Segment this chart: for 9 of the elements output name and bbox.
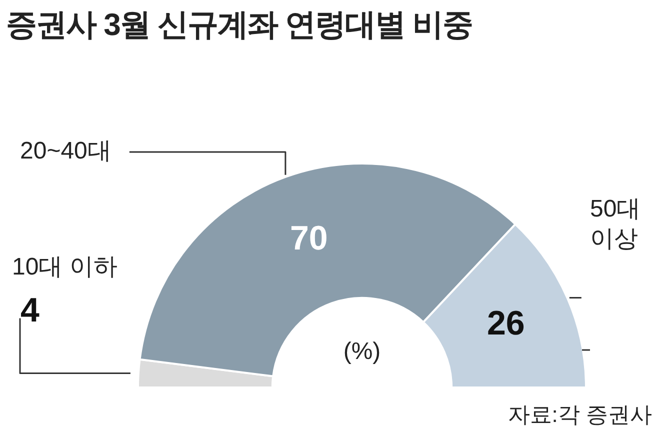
data-label: 26	[486, 304, 525, 343]
slice-label: 10대 이하	[12, 254, 118, 281]
text: 자료:각 증권사	[508, 402, 652, 428]
slice-label: 20~40대	[20, 138, 112, 165]
data-label: 4	[20, 291, 40, 330]
chart-title: 증권사 3월 신규계좌 연령대별 비중	[6, 6, 473, 44]
data-label: 70	[290, 219, 328, 258]
text: (%)	[343, 338, 381, 366]
slice-label: 50대 이상	[590, 196, 641, 253]
